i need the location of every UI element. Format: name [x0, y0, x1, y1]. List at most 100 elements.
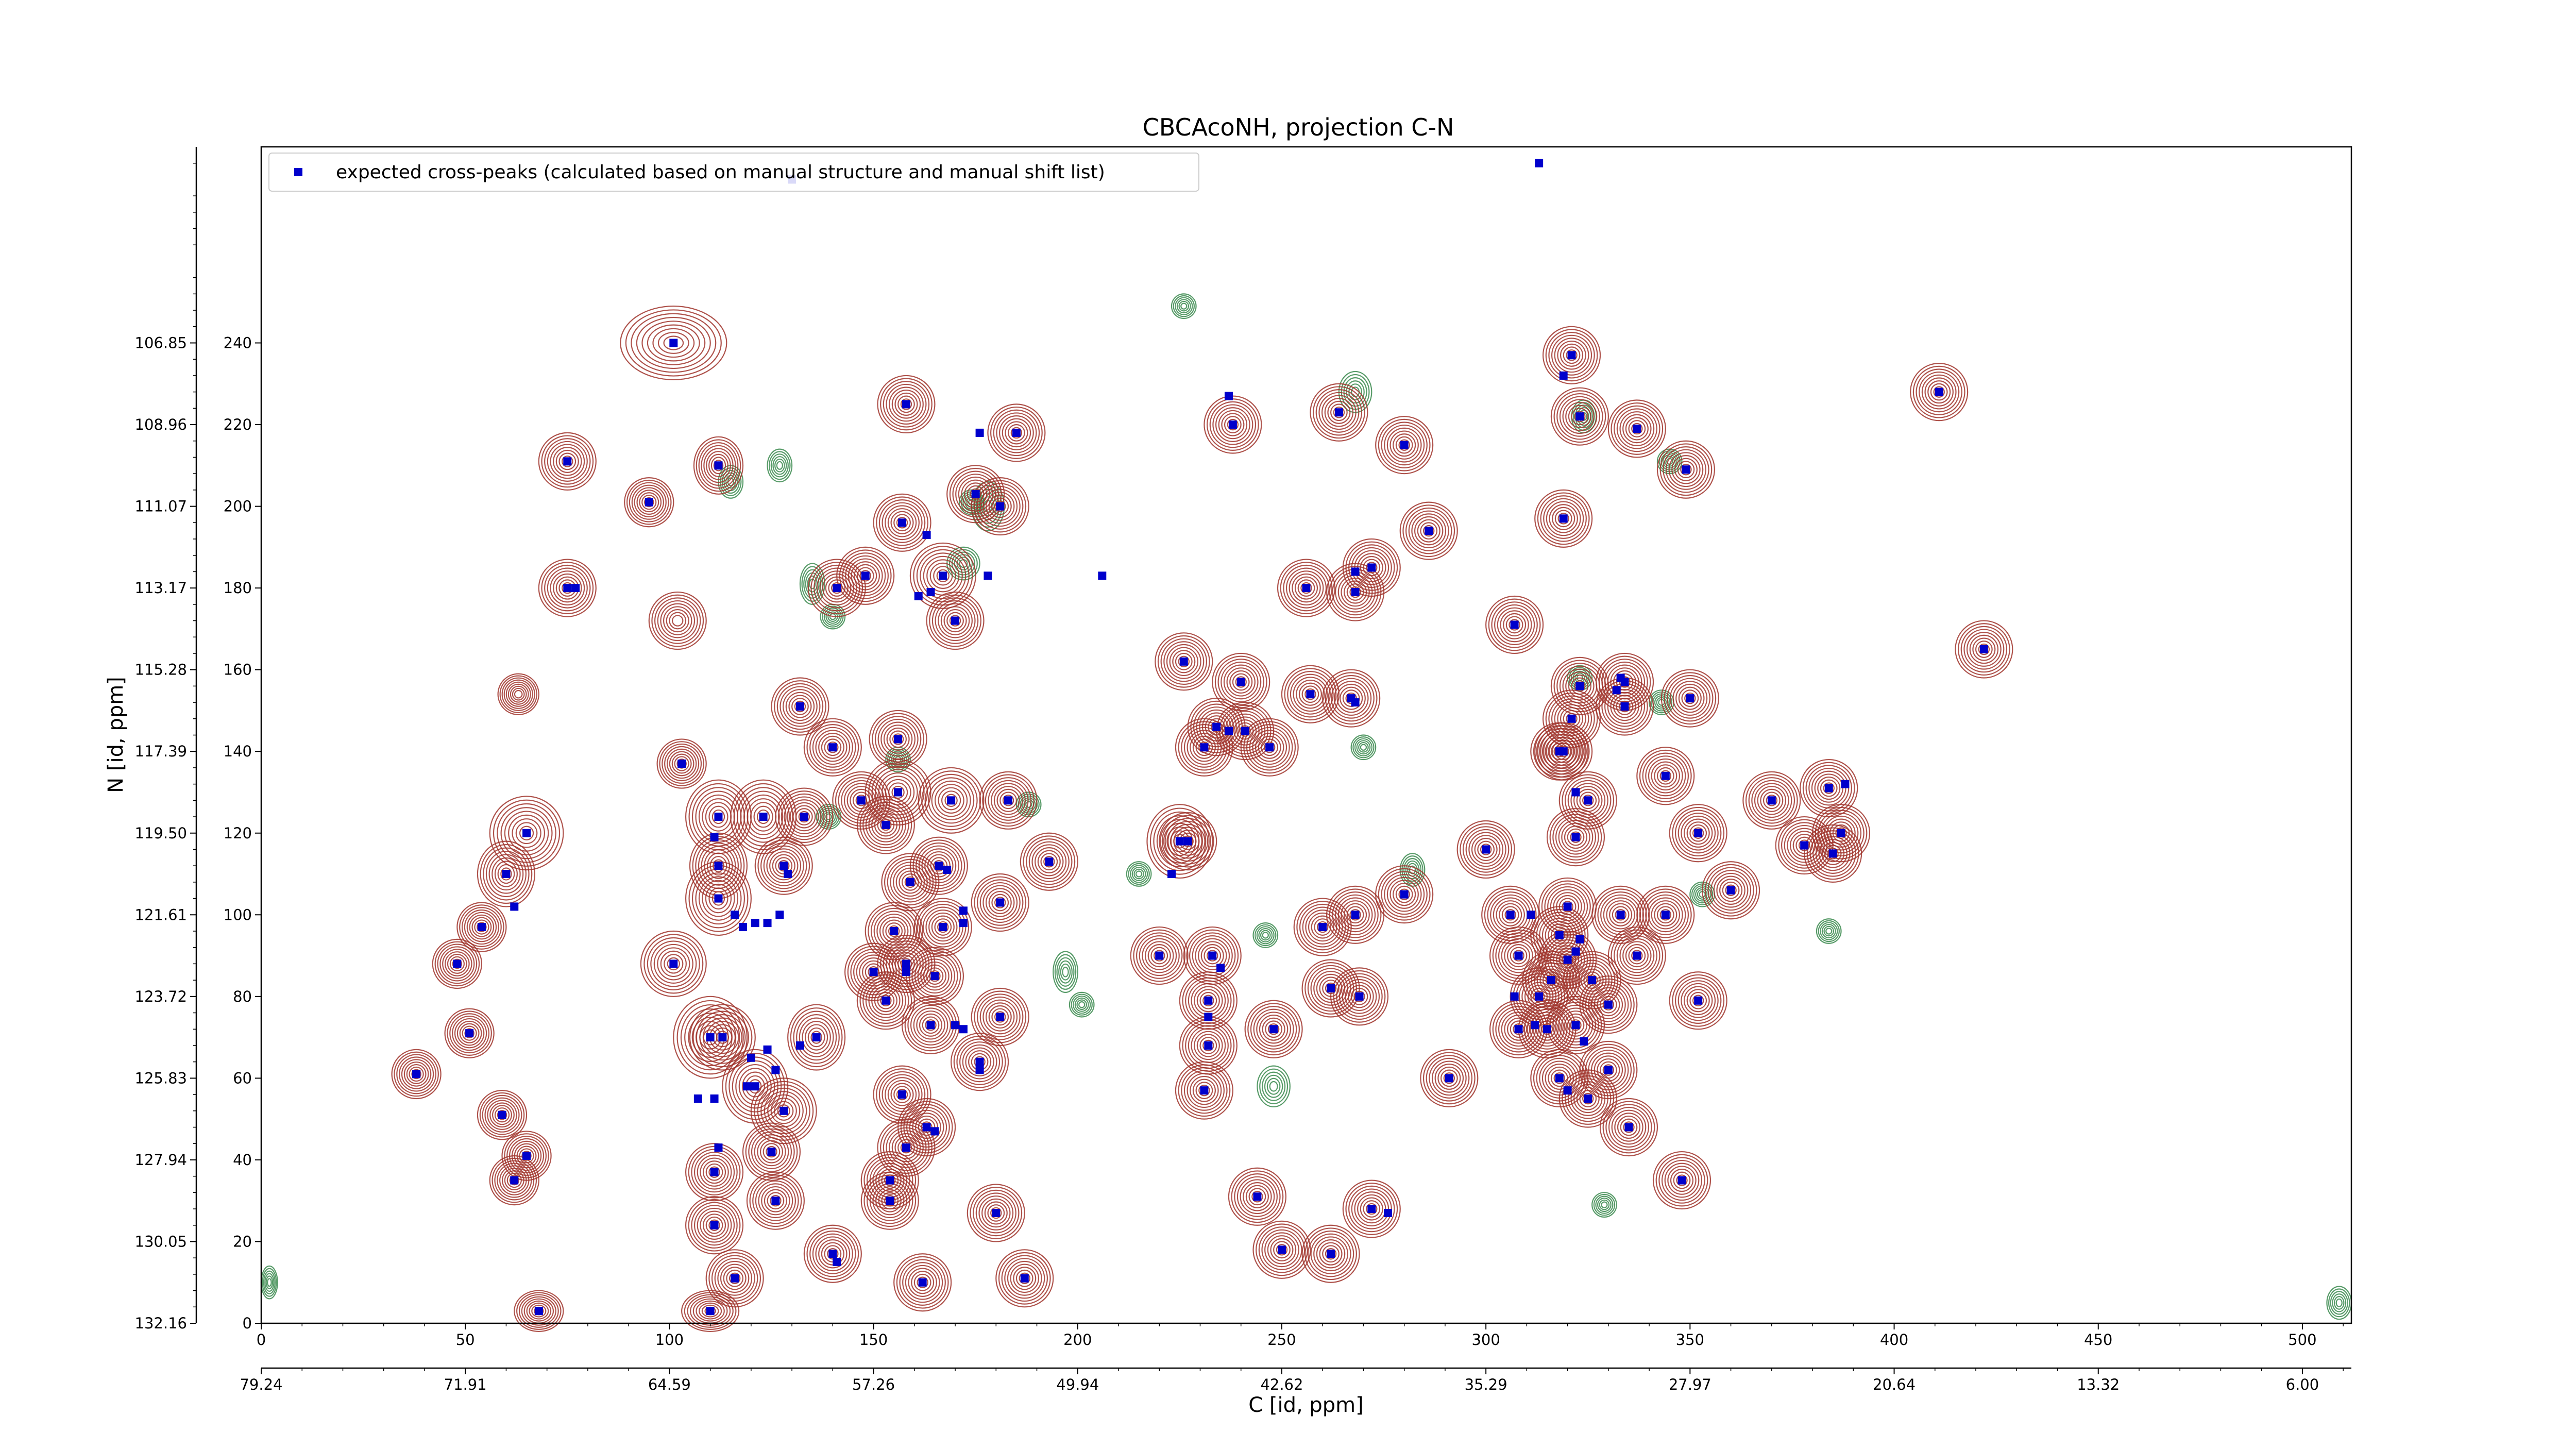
positive-contour-level — [873, 1065, 931, 1124]
positive-contour-level — [722, 1049, 789, 1124]
positive-contour-level — [1579, 1090, 1597, 1107]
positive-contour-level — [1312, 386, 1365, 439]
positive-contour — [1240, 718, 1299, 777]
cross-peak-point — [1616, 673, 1625, 682]
cross-peak-point — [1265, 743, 1274, 752]
positive-contour-level — [1240, 1179, 1275, 1215]
positive-contour-level — [625, 309, 722, 377]
positive-contour-level — [691, 1202, 738, 1249]
positive-contour-level — [1378, 418, 1431, 471]
positive-contour-level — [998, 1252, 1051, 1305]
positive-contour-level — [985, 492, 1015, 521]
cross-peak-point — [1183, 837, 1192, 846]
cross-peak-point — [1661, 911, 1670, 919]
positive-contour-level — [444, 1008, 495, 1058]
cross-peak-point — [935, 862, 943, 870]
positive-contour-level — [1170, 823, 1206, 859]
positive-contour-level — [553, 573, 582, 603]
cross-peak-point — [930, 1127, 939, 1136]
positive-contour-level — [703, 448, 734, 483]
cross-peak-point — [1236, 678, 1245, 686]
positive-contour-level — [1815, 836, 1851, 871]
negative-contour-level — [1820, 922, 1838, 940]
positive-contour-level — [1227, 418, 1239, 431]
positive-contour-level — [988, 495, 1012, 518]
positive-contour-level — [1548, 923, 1571, 947]
positive-contour-level — [1669, 678, 1710, 719]
positive-contour-level — [1665, 449, 1706, 490]
cross-peak-point — [1216, 964, 1225, 972]
positive-contour-level — [437, 943, 478, 984]
positive-contour-level — [891, 1133, 921, 1162]
cross-peak-point — [902, 400, 910, 409]
positive-contour — [640, 930, 707, 997]
positive-contour — [926, 591, 985, 650]
cross-peak-point — [975, 1066, 984, 1074]
cross-peak-point — [714, 1143, 723, 1152]
positive-contour-level — [815, 1236, 851, 1272]
cross-peak-point — [1841, 780, 1850, 788]
positive-contour-level — [909, 1109, 944, 1145]
cross-peak-point — [714, 894, 723, 903]
positive-contour-level — [1192, 1079, 1216, 1102]
positive-contour-level — [1594, 1055, 1623, 1085]
negative-contour-level — [1058, 960, 1073, 984]
positive-contour-level — [648, 591, 707, 650]
positive-contour-level — [994, 1011, 1006, 1023]
positive-contour-level — [1530, 722, 1589, 781]
negative-contour-level — [265, 1275, 274, 1290]
positive-contour-level — [1299, 903, 1346, 951]
positive-contour-level — [1506, 1017, 1531, 1041]
positive-contour-level — [753, 805, 773, 828]
positive-contour — [538, 432, 597, 491]
positive-contour-level — [860, 1171, 919, 1230]
positive-contour-level — [1533, 725, 1586, 778]
positive-contour-level — [717, 1260, 753, 1296]
positive-contour-level — [1628, 420, 1646, 437]
positive-contour-level — [1316, 1239, 1346, 1269]
positive-contour-level — [869, 710, 927, 769]
negative-contour-level — [1650, 691, 1673, 714]
y-tick-label: 200 — [224, 498, 252, 515]
negative-contour-level — [1020, 795, 1038, 814]
positive-contour-level — [1580, 968, 1604, 992]
positive-contour-level — [1398, 888, 1410, 900]
positive-contour — [746, 1171, 805, 1230]
positive-contour-level — [897, 395, 915, 413]
positive-contour-level — [1574, 680, 1586, 692]
cross-peak-point — [1767, 796, 1776, 805]
positive-contour-level — [509, 1175, 520, 1186]
positive-contour-level — [1664, 1162, 1700, 1198]
positive-contour-level — [706, 852, 731, 879]
positive-contour-level — [1342, 979, 1377, 1014]
positive-contour-level — [885, 922, 903, 940]
positive-contour-level — [698, 442, 739, 489]
cross-peak-point — [1200, 1086, 1209, 1095]
positive-contour — [477, 840, 535, 907]
cross-peak-point — [1535, 992, 1544, 1001]
positive-contour-level — [1301, 685, 1319, 703]
positive-contour-level — [1333, 407, 1345, 418]
negative-contour-level — [825, 813, 833, 820]
positive-contour-level — [664, 746, 700, 782]
positive-contour-level — [1181, 1067, 1228, 1114]
positive-contour-level — [1198, 1084, 1210, 1097]
negative-contour-level — [1258, 928, 1273, 942]
positive-contour-level — [1673, 1171, 1691, 1189]
negative-contour-level — [1180, 302, 1188, 310]
cross-peak-point — [1383, 1208, 1392, 1217]
positive-contour-level — [988, 1005, 1012, 1029]
positive-contour-level — [1175, 652, 1193, 670]
positive-contour-level — [1235, 676, 1247, 688]
positive-contour-level — [925, 1019, 937, 1031]
positive-contour-level — [1160, 638, 1208, 685]
positive-contour — [971, 477, 1029, 536]
positive-contour-level — [1284, 668, 1337, 721]
positive-contour-level — [687, 1294, 734, 1328]
positive-contour-level — [991, 783, 1026, 818]
positive-contour-level — [999, 791, 1017, 810]
positive-contour-level — [1353, 990, 1365, 1003]
x-axis-index: 0 50 100 150 200 250 300 350 400 450 500 — [257, 1323, 2344, 1349]
positive-contour-level — [1183, 727, 1225, 768]
positive-contour-level — [774, 1101, 794, 1121]
